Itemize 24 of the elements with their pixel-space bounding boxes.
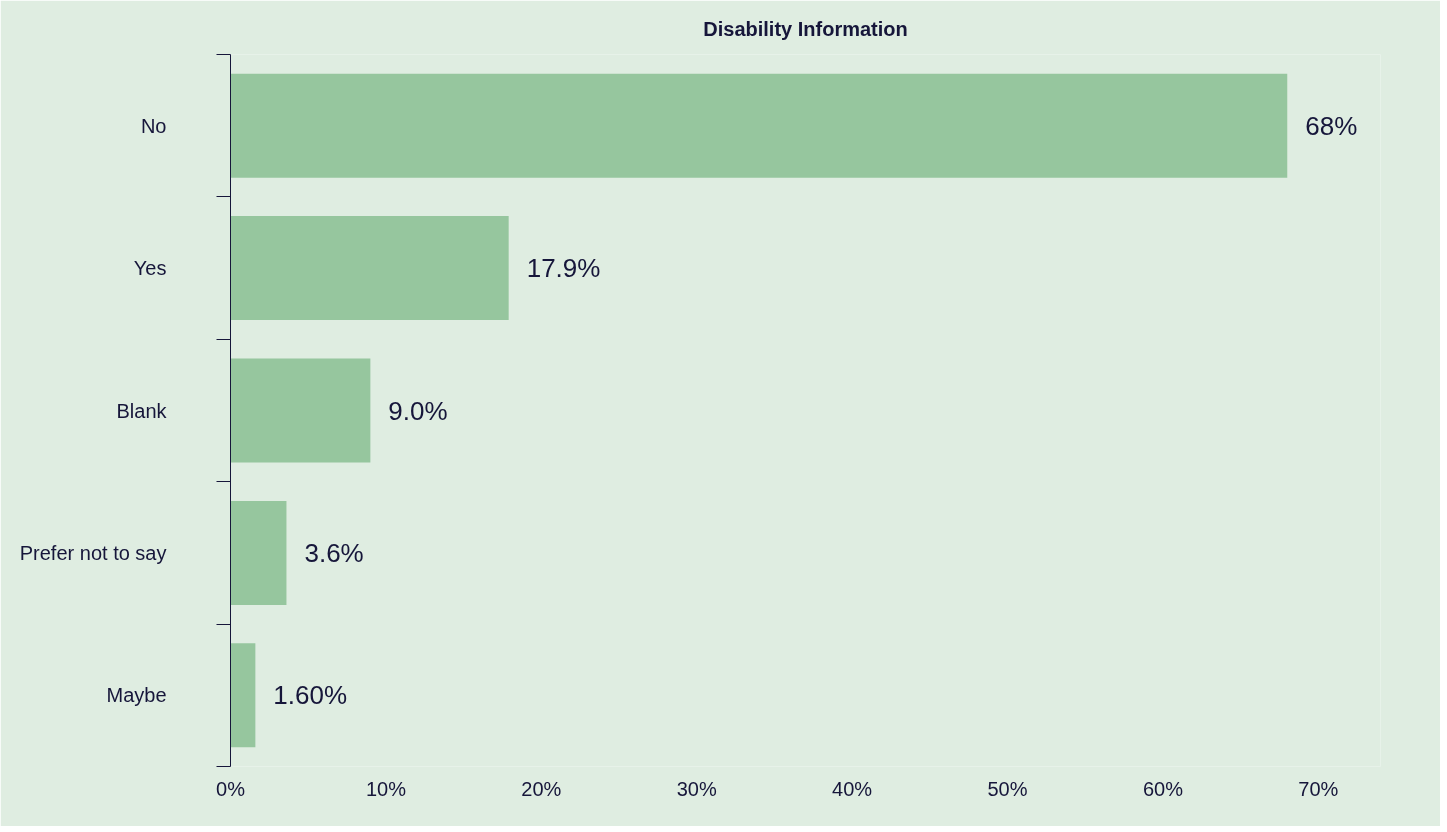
x-tick-label: 10%: [365, 777, 407, 800]
data-label: 68%: [1305, 110, 1358, 141]
x-tick-label: 60%: [1142, 777, 1184, 800]
data-label: 9.0%: [388, 395, 448, 426]
y-tick-label: Yes: [133, 257, 167, 280]
y-tick-label: Prefer not to say: [19, 541, 167, 564]
data-label: 17.9%: [526, 253, 601, 284]
data-label: 3.6%: [304, 537, 364, 568]
bar: [230, 500, 287, 605]
y-tick-label: Blank: [116, 399, 168, 422]
x-tick-label: 30%: [676, 777, 717, 800]
x-tick-label: 20%: [521, 777, 562, 800]
bar: [230, 73, 1288, 178]
x-tick-label: 70%: [1298, 777, 1339, 800]
y-tick-label: No: [140, 114, 167, 137]
y-tick-label: Maybe: [106, 684, 167, 707]
data-label: 1.60%: [273, 680, 348, 711]
x-tick-label: 40%: [832, 777, 873, 800]
bar: [230, 358, 371, 463]
bar: [230, 643, 256, 748]
bar: [230, 216, 509, 321]
chart-title: Disability Information: [703, 17, 908, 40]
x-tick-label: 0%: [216, 777, 246, 800]
x-tick-label: 50%: [987, 777, 1028, 800]
